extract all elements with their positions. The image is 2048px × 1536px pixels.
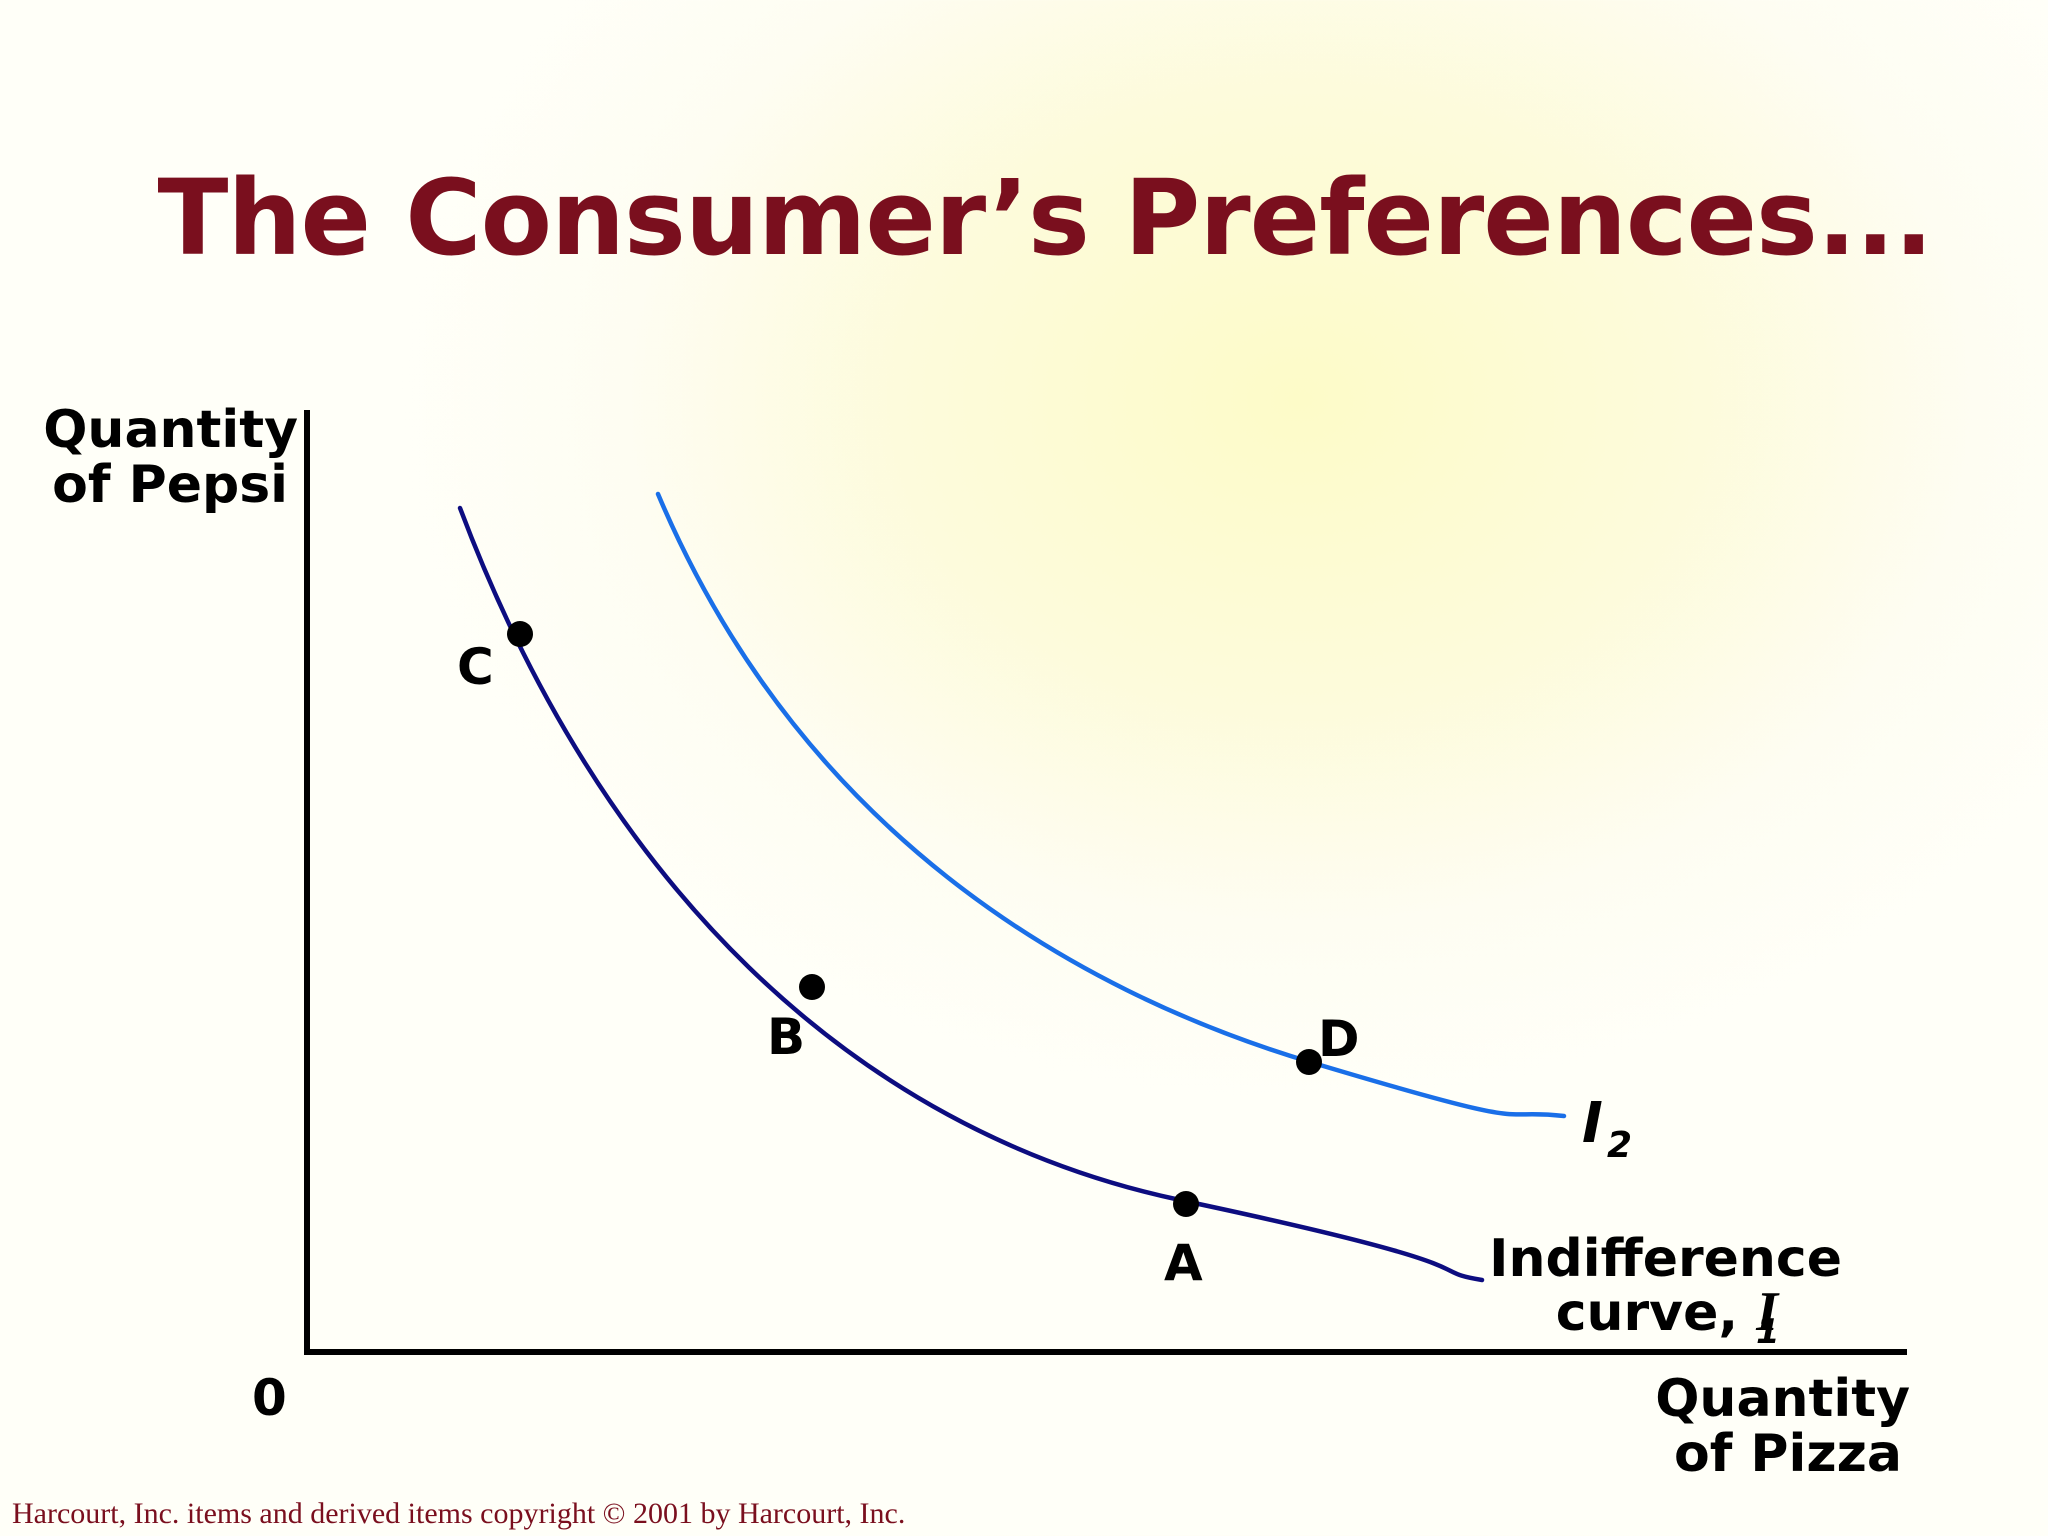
x-axis-label-line2: of Pizza bbox=[1674, 1424, 1902, 1484]
copyright-footer: Harcourt, Inc. items and derived items c… bbox=[12, 1497, 906, 1530]
point-d-label: D bbox=[1318, 1010, 1360, 1068]
indifference-curve-i2 bbox=[655, 491, 1567, 1119]
curve-i2-symbol: I bbox=[1582, 1091, 1603, 1156]
curve-i2-subscript: 2 bbox=[1607, 1125, 1632, 1166]
x-axis-label-line1: Quantity bbox=[1655, 1369, 1910, 1429]
indifference-curve-i1 bbox=[457, 505, 1485, 1283]
point-d-marker bbox=[1296, 1049, 1322, 1075]
curve-i1-symbol: I bbox=[1755, 1281, 1780, 1343]
point-c-marker bbox=[507, 621, 533, 647]
curve-i1-label-prefix: curve, bbox=[1556, 1283, 1757, 1343]
curve-i1-label-line2: curve, I bbox=[1556, 1281, 1781, 1343]
curve-i1-label-line1: Indifference bbox=[1489, 1229, 1842, 1289]
slide-title: The Consumer’s Preferences... bbox=[157, 157, 1934, 279]
point-b-label: B bbox=[767, 1008, 805, 1066]
point-a-label: A bbox=[1164, 1234, 1203, 1292]
point-a-marker bbox=[1173, 1191, 1199, 1217]
curve-i1-subscript: 1 bbox=[1756, 1312, 1780, 1352]
y-axis-label-line2: of Pepsi bbox=[52, 455, 288, 515]
origin-label: 0 bbox=[252, 1369, 287, 1427]
point-c-label: C bbox=[457, 638, 494, 696]
point-b-marker bbox=[799, 974, 825, 1000]
y-axis-label-line1: Quantity bbox=[43, 400, 298, 460]
